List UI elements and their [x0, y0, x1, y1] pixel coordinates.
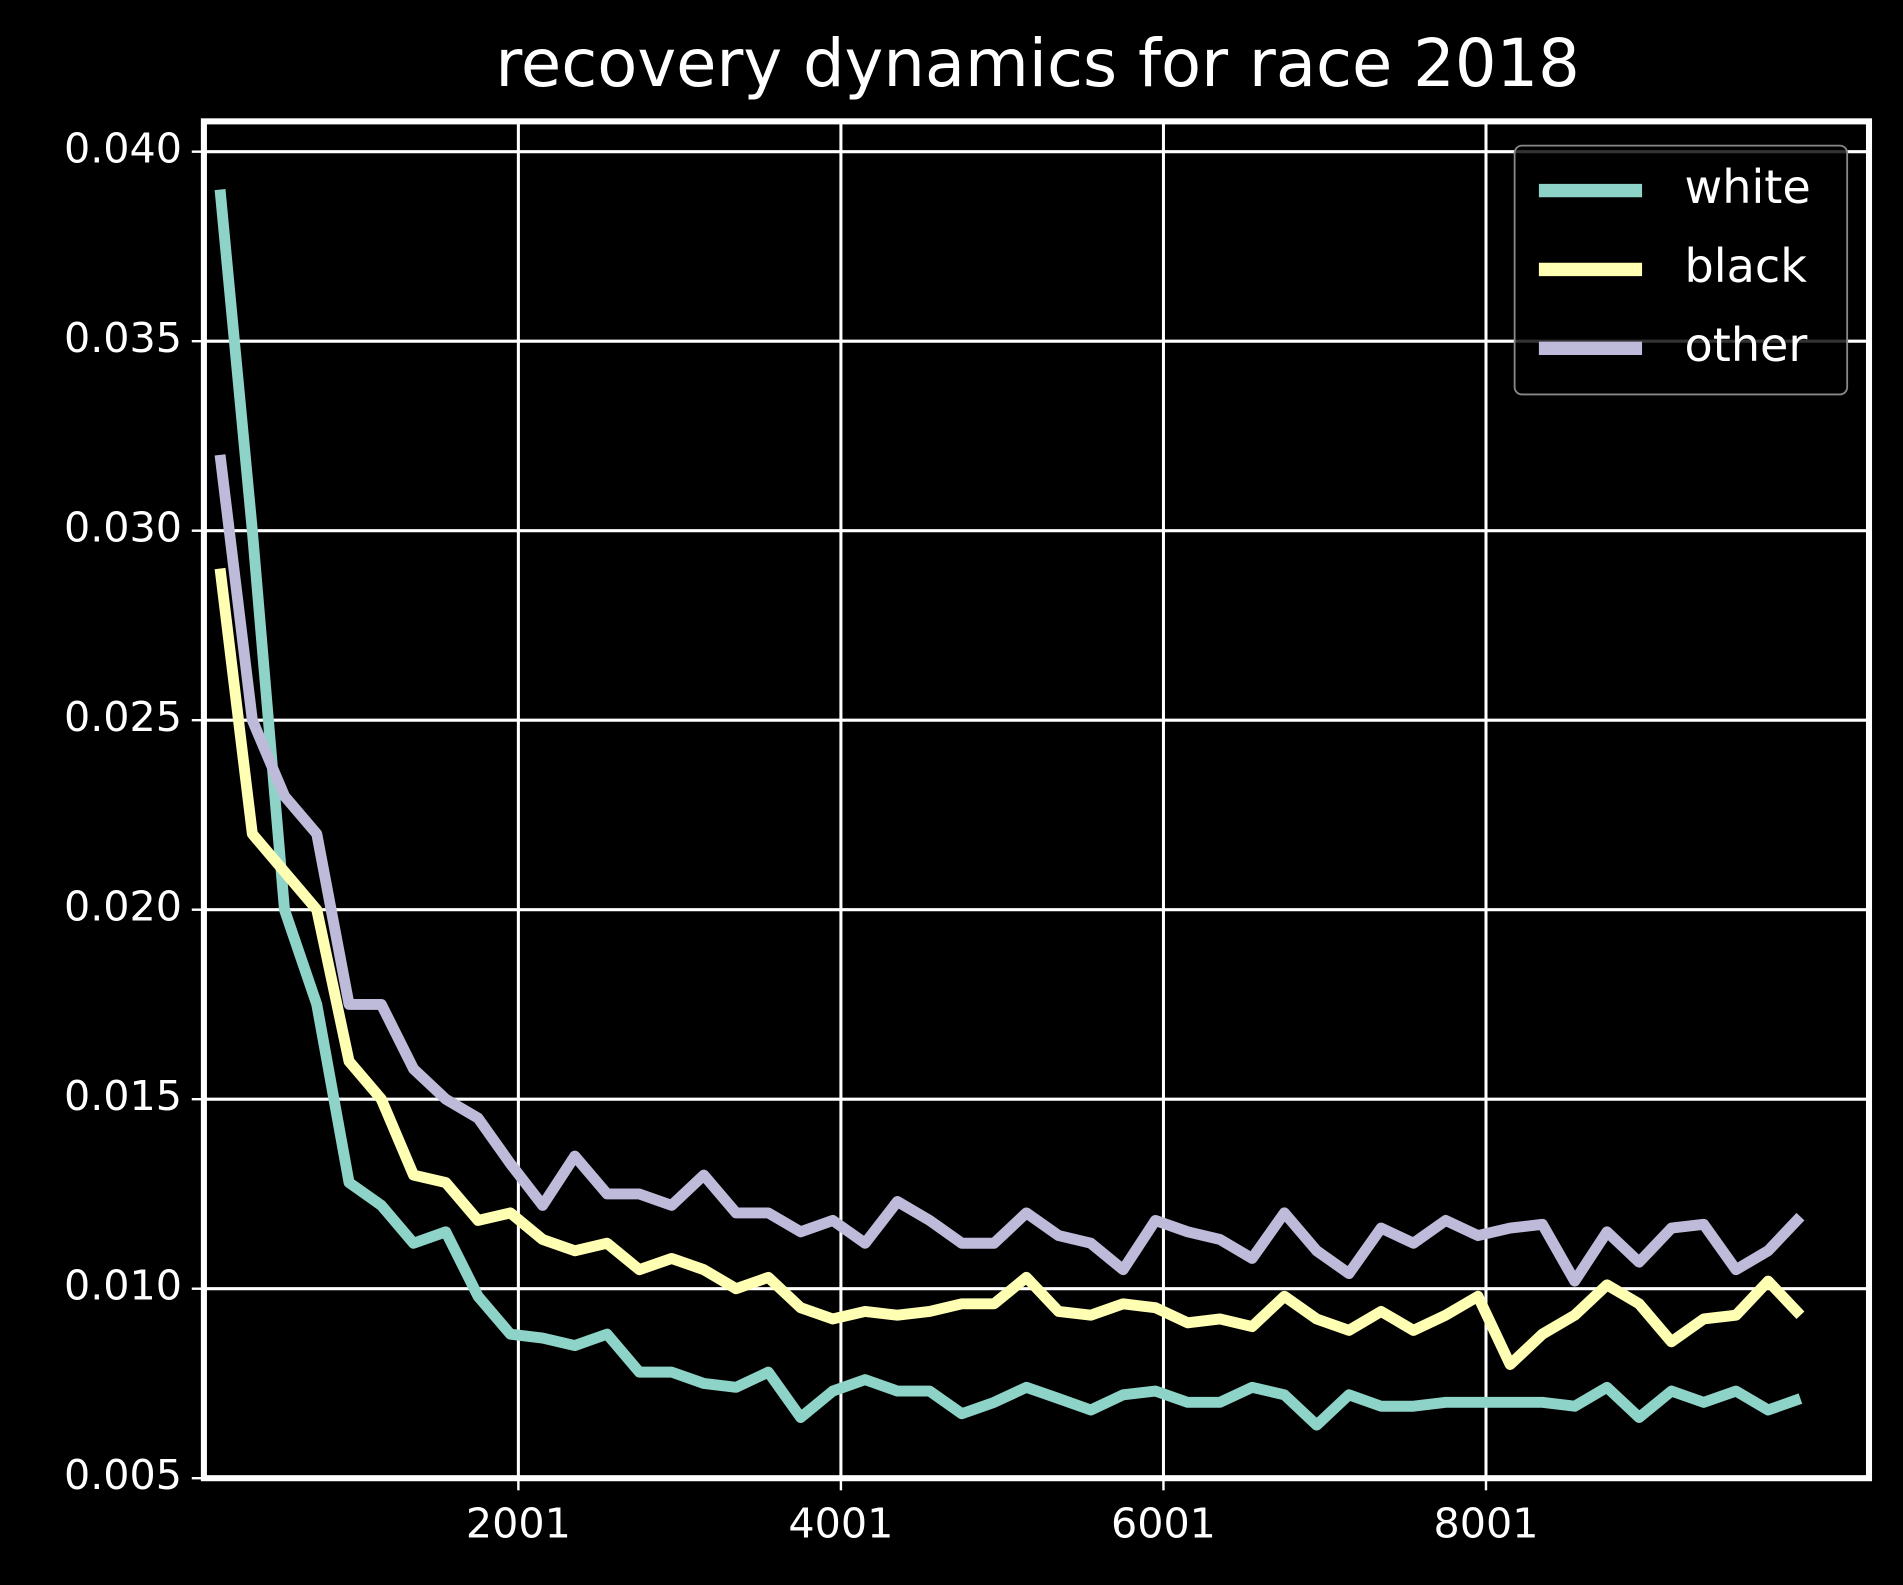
x-tick-label: 6001	[1111, 1500, 1216, 1548]
y-tick-label: 0.020	[64, 883, 182, 931]
chart-title: recovery dynamics for race 2018	[495, 26, 1579, 102]
series-line	[214, 567, 1805, 1370]
y-tick-label: 0.025	[64, 693, 182, 741]
legend-label: black	[1685, 239, 1808, 293]
y-tick-label: 0.040	[64, 125, 182, 173]
y-tick-label: 0.010	[64, 1262, 182, 1310]
x-tick-label: 4001	[788, 1500, 893, 1548]
legend-label: white	[1685, 160, 1811, 214]
plot-frame	[200, 118, 1873, 1482]
series-line	[214, 454, 1805, 1287]
y-tick-label: 0.030	[64, 504, 182, 552]
series-line	[214, 189, 1803, 1431]
y-tick-label: 0.015	[64, 1072, 182, 1120]
legend-box	[1513, 144, 1849, 396]
legend-label: other	[1685, 318, 1808, 372]
legend: white black other	[1513, 144, 1849, 396]
y-tick-label: 0.035	[64, 314, 182, 362]
y-tick-label: 0.005	[64, 1451, 182, 1499]
x-tick-label: 2001	[466, 1500, 571, 1548]
x-tick-label: 8001	[1433, 1500, 1538, 1548]
